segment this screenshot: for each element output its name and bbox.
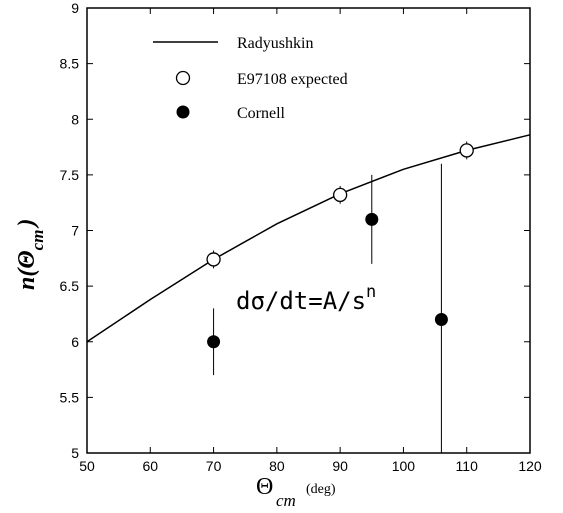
legend: Radyushkin E97108 expected Cornell (153, 35, 348, 122)
points-group (206, 141, 474, 453)
x-tick-label: 110 (456, 458, 479, 474)
x-tick-label: 60 (142, 458, 158, 474)
y-axis-title-main: n(Θ (14, 250, 40, 290)
y-tick-label: 6.5 (60, 278, 80, 294)
e97108-point (332, 187, 348, 203)
legend-label-cornell: Cornell (237, 105, 286, 122)
y-tick-label: 5.5 (60, 389, 80, 405)
legend-label-e97108: E97108 expected (237, 71, 348, 88)
legend-open-circle-marker (175, 70, 191, 86)
cornell-point (365, 212, 379, 226)
y-axis-title: n(Θcm) (14, 219, 47, 290)
y-tick-label: 7.5 (60, 167, 80, 183)
x-tick-label: 80 (269, 458, 285, 474)
y-axis-title-close: ) (14, 219, 40, 229)
x-axis-title-symbol: Θ (256, 474, 273, 500)
x-tick-label: 70 (206, 458, 222, 474)
x-axis-title-unit: (deg) (306, 482, 336, 497)
x-tick-label: 50 (79, 458, 95, 474)
y-tick-label: 8.5 (60, 56, 80, 72)
y-tick-label: 9 (71, 0, 79, 16)
x-tick-label: 90 (332, 458, 348, 474)
svg-text:n(Θcm): n(Θcm) (14, 219, 47, 290)
axis-ticks: 50 60 70 80 90 100 110 120 5 5.5 6 6.5 7 7.5 8 8.5 9 (60, 0, 542, 474)
cornell-point (434, 313, 448, 326)
y-tick-label: 6 (71, 334, 79, 350)
plot-frame (86, 7, 531, 454)
formula-annotation: dσ/dt=A/sn (236, 282, 376, 315)
x-axis-title-subscript: cm (276, 491, 296, 510)
curve-group (86, 134, 531, 343)
e97108-point (206, 252, 221, 267)
legend-label-radyushkin: Radyushkin (237, 35, 313, 52)
series-radyushkin-line (86, 134, 531, 343)
x-tick-label: 120 (518, 458, 542, 474)
y-tick-label: 5 (71, 445, 79, 461)
e97108-point (459, 143, 474, 158)
legend-filled-circle-marker (176, 105, 190, 119)
y-axis-title-subscript: cm (28, 230, 47, 251)
y-tick-label: 7 (71, 223, 79, 239)
x-axis-title: Θ cm (deg) (256, 474, 336, 510)
y-tick-label: 8 (71, 111, 79, 127)
x-tick-label: 100 (392, 458, 416, 474)
cornell-point (207, 335, 221, 349)
